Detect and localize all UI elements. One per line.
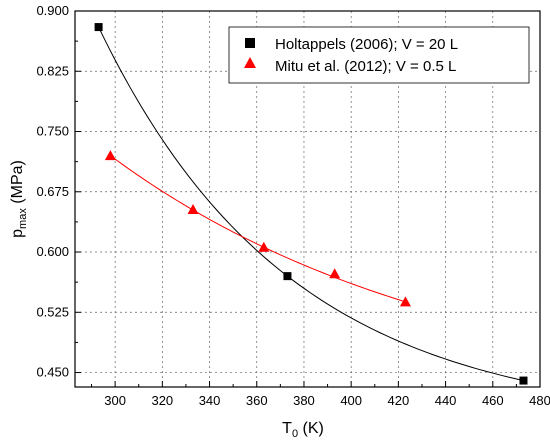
y-tick-label: 0.600 bbox=[36, 244, 69, 259]
fit-curves bbox=[98, 26, 524, 382]
x-tick-label: 360 bbox=[246, 393, 268, 408]
data-point-square bbox=[283, 272, 292, 281]
data-point-triangle bbox=[329, 268, 341, 279]
fit-curve-series-0 bbox=[98, 26, 524, 382]
x-tick-label: 380 bbox=[293, 393, 315, 408]
data-point-triangle bbox=[258, 241, 270, 252]
plot-frame bbox=[74, 10, 541, 388]
y-tick-label: 0.750 bbox=[36, 124, 69, 139]
x-axis-title: T0 (K) bbox=[282, 420, 324, 440]
y-tick-label: 0.900 bbox=[36, 3, 69, 18]
fit-curve-series-1 bbox=[110, 155, 406, 303]
data-point-triangle bbox=[104, 150, 116, 161]
y-tick-label: 0.825 bbox=[36, 63, 69, 78]
x-tick-label: 420 bbox=[388, 393, 410, 408]
axis-ticks: 300 320 340 360 380 400 420 440 460 480 0.450 0.525… bbox=[36, 3, 550, 408]
legend-marker-holtappels bbox=[245, 38, 255, 48]
x-axis-title-subscript: 0 bbox=[292, 428, 298, 440]
x-tick-label: 460 bbox=[482, 393, 504, 408]
y-axis-title: pmax (MPa) bbox=[9, 160, 29, 238]
x-tick-label: 440 bbox=[435, 393, 457, 408]
x-tick-label: 480 bbox=[529, 393, 550, 408]
data-points bbox=[94, 23, 528, 385]
legend-label-mitu: Mitu et al. (2012); V = 0.5 L bbox=[275, 58, 456, 75]
legend: Holtappels (2006); V = 20 L Mitu et al. … bbox=[228, 26, 530, 84]
x-tick-label: 340 bbox=[199, 393, 221, 408]
data-point-triangle bbox=[399, 296, 411, 307]
y-axis-title-unit: (MPa) bbox=[9, 160, 26, 208]
y-tick-label: 0.450 bbox=[36, 365, 69, 380]
y-axis-title-subscript: max bbox=[17, 208, 29, 229]
data-point-triangle bbox=[187, 203, 199, 214]
legend-marker-mitu bbox=[244, 57, 256, 68]
legend-box bbox=[228, 26, 530, 84]
data-point-square bbox=[519, 376, 528, 385]
legend-label-holtappels: Holtappels (2006); V = 20 L bbox=[275, 36, 458, 53]
x-tick-label: 320 bbox=[151, 393, 173, 408]
y-tick-label: 0.525 bbox=[36, 304, 69, 319]
x-axis-title-unit: (K) bbox=[298, 420, 324, 437]
x-tick-label: 400 bbox=[340, 393, 362, 408]
x-tick-label: 300 bbox=[104, 393, 126, 408]
data-point-square bbox=[94, 23, 103, 32]
y-tick-label: 0.675 bbox=[36, 184, 69, 199]
